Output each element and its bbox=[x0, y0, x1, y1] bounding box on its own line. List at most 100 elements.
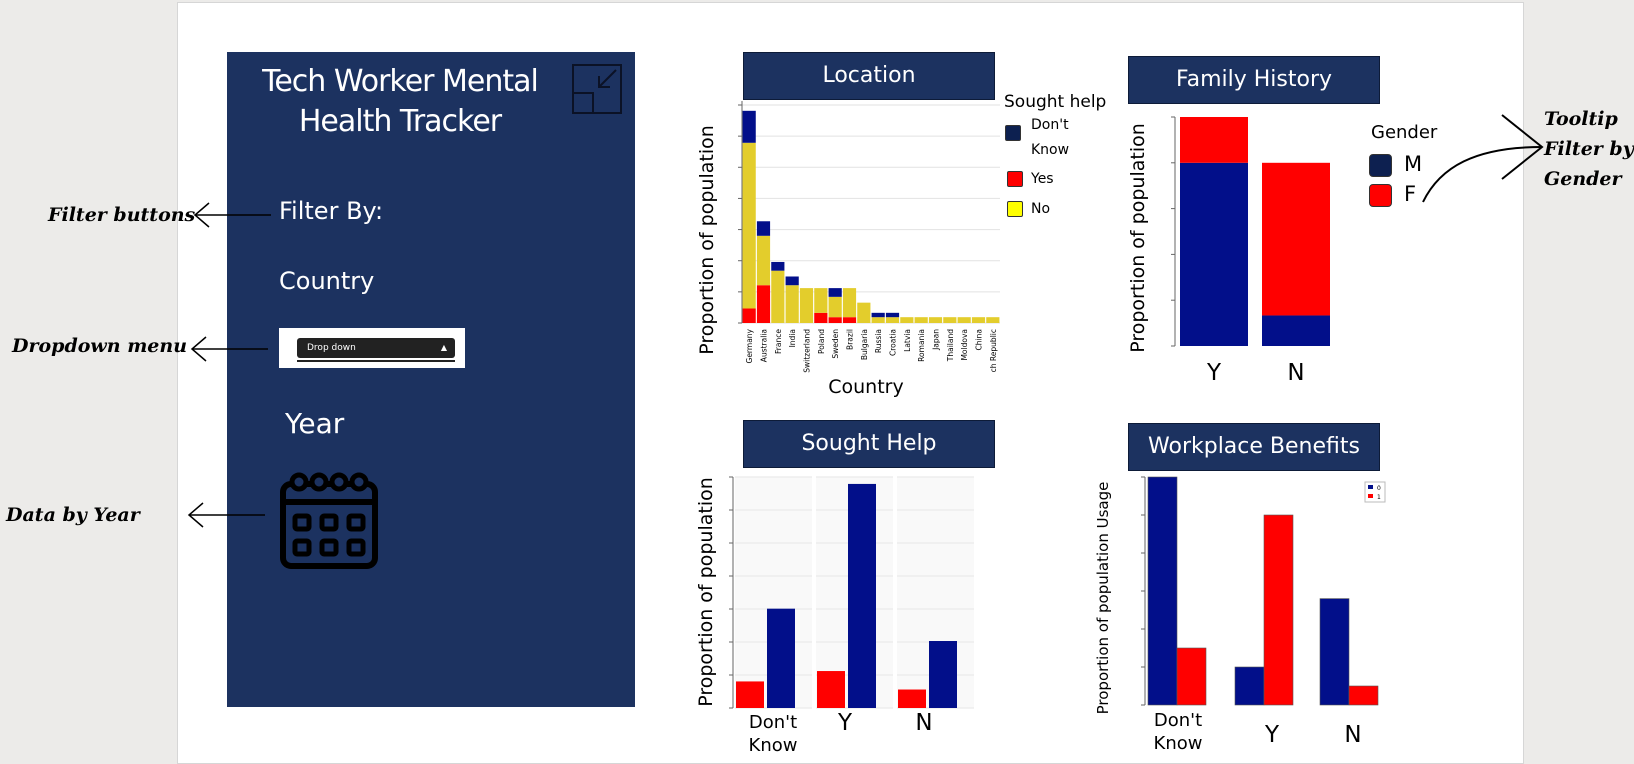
dropdown-label: Drop down bbox=[307, 343, 356, 353]
x-tick-label: France bbox=[774, 329, 783, 354]
location-chart: Germany Australia France India Switzerland Po… bbox=[696, 101, 1000, 398]
annotation-gender: Gender bbox=[1544, 168, 1622, 190]
bar-segment bbox=[943, 317, 957, 323]
bar-segment bbox=[814, 312, 828, 323]
annotation-filter-by: Filter by bbox=[1544, 138, 1634, 160]
family-history-chart: Y N Proportion of population bbox=[1127, 116, 1330, 386]
arrow-left-icon bbox=[187, 502, 265, 528]
bar-segment bbox=[771, 270, 785, 323]
x-tick-label: Russia bbox=[874, 329, 883, 353]
bar bbox=[1263, 514, 1294, 706]
filter-by-label: Filter By: bbox=[279, 197, 384, 225]
x-tick-label: India bbox=[788, 329, 797, 347]
y-axis-label: Proportion of population bbox=[696, 125, 718, 355]
legend-swatch-female[interactable] bbox=[1369, 184, 1392, 207]
x-tick-label: Switzerland bbox=[803, 329, 812, 373]
bar-segment bbox=[742, 110, 756, 143]
chart-title-family-history: Family History bbox=[1128, 56, 1380, 104]
bar bbox=[817, 671, 845, 708]
bar-segment bbox=[900, 317, 914, 323]
x-tick-label-n: N bbox=[1344, 722, 1361, 748]
bar bbox=[1319, 598, 1350, 706]
bar-segment bbox=[785, 285, 799, 323]
bar-segment bbox=[857, 302, 871, 323]
caret-up-icon: ▲ bbox=[440, 343, 447, 352]
chart-title-sought-help: Sought Help bbox=[743, 420, 995, 468]
x-tick-label: Croatia bbox=[889, 329, 898, 356]
bar-segment bbox=[771, 261, 785, 271]
bar-segment bbox=[1180, 117, 1248, 163]
bar bbox=[767, 608, 795, 708]
bar-segment bbox=[756, 285, 771, 323]
calendar-icon[interactable] bbox=[279, 472, 379, 570]
legend-label-yes: Yes bbox=[1031, 171, 1054, 187]
legend-label-know: Know bbox=[1031, 142, 1070, 158]
legend-swatch-yes bbox=[1007, 171, 1023, 187]
bar-segment bbox=[842, 317, 857, 323]
bar-segment bbox=[742, 142, 756, 309]
bar-segment bbox=[1180, 162, 1248, 346]
x-tick-label: Brazil bbox=[846, 329, 855, 350]
curved-arrow-icon bbox=[1422, 114, 1544, 203]
x-tick-label: Australia bbox=[760, 329, 769, 362]
country-dropdown-container: Drop down ▲ bbox=[279, 328, 465, 368]
bar-segment bbox=[828, 288, 842, 297]
bar-segment bbox=[756, 221, 771, 236]
x-tick-label: Bulgaria bbox=[860, 329, 869, 360]
bar-segment bbox=[871, 312, 885, 318]
mini-legend-label: 0 bbox=[1377, 485, 1381, 492]
facet-label-n: N bbox=[915, 710, 932, 736]
mini-legend-swatch bbox=[1368, 485, 1373, 489]
legend-label-female[interactable]: F bbox=[1404, 182, 1417, 206]
bar bbox=[1176, 647, 1207, 706]
x-tick-label-know: Know bbox=[1154, 733, 1203, 754]
bar bbox=[1234, 666, 1265, 706]
bar-segment bbox=[1262, 162, 1330, 316]
bar bbox=[848, 483, 876, 708]
dropdown-underline bbox=[297, 360, 455, 362]
annotation-data-by-year: Data by Year bbox=[6, 504, 140, 526]
x-tick-label: Japan bbox=[932, 329, 941, 351]
x-tick-label: Poland bbox=[817, 329, 826, 354]
bar-segment bbox=[799, 288, 814, 323]
bar-segment bbox=[885, 312, 900, 318]
legend-label-male[interactable]: M bbox=[1404, 152, 1423, 176]
bar-segment bbox=[1262, 315, 1330, 346]
gender-legend-title[interactable]: Gender bbox=[1371, 122, 1438, 143]
facet-label-y: Y bbox=[837, 710, 853, 736]
bar-segment bbox=[842, 288, 857, 318]
arrow-left-icon bbox=[193, 202, 271, 228]
bar bbox=[929, 641, 957, 708]
bar-segment bbox=[814, 288, 828, 313]
facet-label-know: Know bbox=[749, 735, 798, 756]
mini-legend-label: 1 bbox=[1377, 494, 1381, 501]
legend-swatch-dont-know bbox=[1005, 125, 1021, 141]
legend-label-dont: Don't bbox=[1031, 117, 1069, 133]
bar-segment bbox=[986, 317, 1000, 323]
bar-segment bbox=[885, 317, 900, 323]
x-tick-label: Y bbox=[1206, 360, 1222, 386]
sidebar-panel bbox=[227, 52, 635, 707]
y-axis-label: Proportion of population bbox=[1127, 123, 1149, 353]
legend-swatch-male[interactable] bbox=[1369, 154, 1392, 177]
x-axis-label: Country bbox=[828, 376, 903, 398]
year-label: Year bbox=[285, 407, 345, 440]
mini-legend-swatch bbox=[1368, 494, 1373, 498]
x-tick-label: Sweden bbox=[831, 329, 840, 359]
bar-segment bbox=[828, 317, 842, 323]
x-tick-label: ch Republic bbox=[989, 329, 998, 372]
x-tick-label-dont: Don't bbox=[1154, 710, 1202, 731]
bar-segment bbox=[871, 317, 885, 323]
x-tick-label-y: Y bbox=[1264, 722, 1280, 748]
arrow-left-icon bbox=[190, 336, 268, 362]
y-axis-label: Proportion of population bbox=[695, 477, 717, 707]
annotation-dropdown-menu: Dropdown menu bbox=[12, 335, 188, 357]
bar bbox=[1147, 476, 1178, 706]
bar bbox=[736, 681, 764, 708]
bar bbox=[1348, 685, 1379, 706]
x-tick-label: Latvia bbox=[903, 329, 912, 352]
country-dropdown[interactable]: Drop down ▲ bbox=[297, 338, 455, 358]
collapse-icon[interactable] bbox=[572, 64, 622, 114]
